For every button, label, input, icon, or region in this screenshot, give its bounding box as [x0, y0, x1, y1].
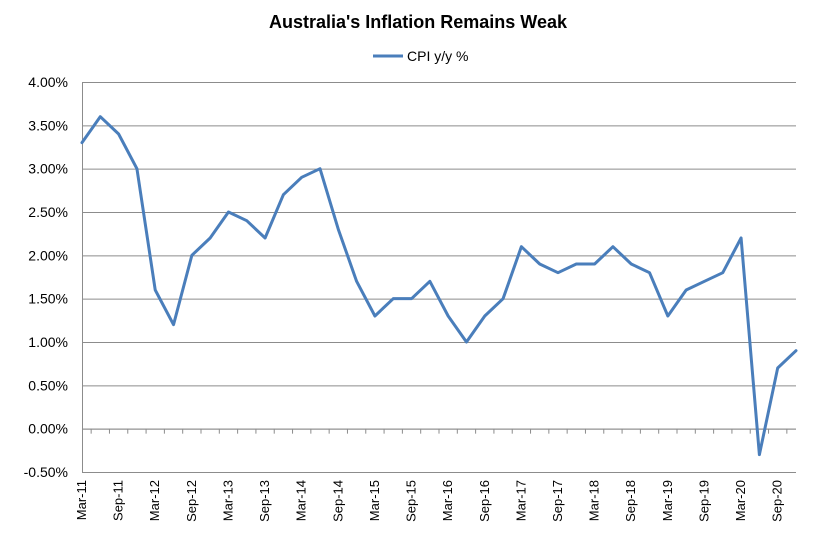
gridlines — [82, 82, 796, 473]
x-tick-label: Mar-15 — [367, 480, 382, 521]
data-point — [520, 245, 523, 248]
x-tick-label: Sep-20 — [770, 480, 785, 522]
data-point — [355, 280, 358, 283]
data-point — [575, 262, 578, 266]
data-point — [721, 271, 724, 274]
data-point — [666, 314, 670, 318]
x-tick-label: Sep-13 — [257, 480, 272, 522]
y-tick-label: 1.00% — [28, 334, 68, 350]
data-point — [337, 228, 340, 231]
x-tick-label: Mar-17 — [513, 480, 528, 521]
data-point — [538, 262, 541, 266]
data-point — [135, 167, 139, 170]
x-tick-label: Sep-19 — [696, 480, 711, 522]
x-tick-label: Sep-12 — [184, 480, 199, 522]
data-point — [154, 288, 157, 292]
data-point — [282, 193, 285, 196]
x-tick-label: Mar-19 — [660, 480, 675, 521]
data-point — [190, 254, 194, 257]
data-point — [392, 297, 395, 300]
data-point — [483, 314, 486, 318]
data-point — [684, 288, 688, 292]
y-tick-label: 1.50% — [28, 291, 68, 307]
data-point — [611, 245, 615, 248]
y-tick-label: 0.00% — [28, 421, 68, 437]
x-tick-label: Sep-15 — [404, 480, 419, 522]
x-tick-label: Mar-20 — [733, 480, 748, 521]
data-point — [263, 236, 267, 240]
y-tick-label: 2.00% — [28, 247, 68, 263]
x-tick-label: Sep-18 — [623, 480, 638, 522]
x-tick-label: Mar-18 — [587, 480, 602, 521]
series-line-cpi — [80, 115, 798, 457]
data-point — [245, 219, 248, 222]
y-axis: 4.00% 3.50% 3.00% 2.50% 2.00% 1.50% 1.00% 0.50%… — [24, 74, 83, 480]
data-point — [593, 262, 596, 266]
data-point — [776, 366, 779, 370]
x-tick-label: Sep-11 — [111, 480, 126, 521]
data-point — [630, 262, 633, 266]
x-tick-label: Sep-14 — [330, 480, 345, 522]
x-tick-label: Mar-13 — [220, 480, 235, 521]
data-point — [648, 271, 651, 274]
data-point — [758, 453, 761, 456]
data-point — [446, 314, 450, 318]
data-point — [465, 340, 468, 344]
x-tick-label: Mar-16 — [440, 480, 455, 521]
y-tick-label: 4.00% — [28, 74, 68, 90]
data-point — [794, 349, 798, 352]
data-point — [703, 280, 706, 283]
legend-label: CPI y/y % — [407, 48, 468, 64]
data-point — [99, 115, 102, 118]
data-point — [80, 141, 84, 144]
data-point — [373, 314, 377, 318]
data-point — [172, 323, 175, 326]
x-tick-label: Sep-16 — [477, 480, 492, 522]
x-tick-label: Mar-12 — [147, 480, 162, 521]
data-point — [227, 210, 230, 214]
legend: CPI y/y % — [373, 48, 468, 64]
x-axis: Mar-11 Sep-11 Mar-12 Sep-12 Mar-13 Sep-13 Mar-… — [74, 428, 796, 522]
data-point — [428, 280, 432, 283]
chart-title: Australia's Inflation Remains Weak — [269, 12, 568, 32]
data-point — [501, 297, 505, 300]
data-point — [208, 236, 212, 240]
data-point — [117, 132, 120, 136]
data-point — [318, 167, 322, 170]
y-tick-label: 0.50% — [28, 377, 68, 393]
y-tick-label: 3.50% — [28, 117, 68, 133]
series-layer — [80, 115, 798, 457]
y-tick-label: 2.50% — [28, 204, 68, 220]
y-tick-label: 3.00% — [28, 161, 68, 177]
data-point — [300, 176, 303, 179]
data-point — [739, 236, 743, 240]
x-tick-label: Mar-14 — [294, 480, 309, 521]
y-tick-label: -0.50% — [24, 464, 68, 480]
data-point — [410, 297, 413, 300]
data-point — [556, 271, 560, 274]
x-tick-label: Mar-11 — [74, 480, 89, 520]
x-tick-label: Sep-17 — [550, 480, 565, 522]
